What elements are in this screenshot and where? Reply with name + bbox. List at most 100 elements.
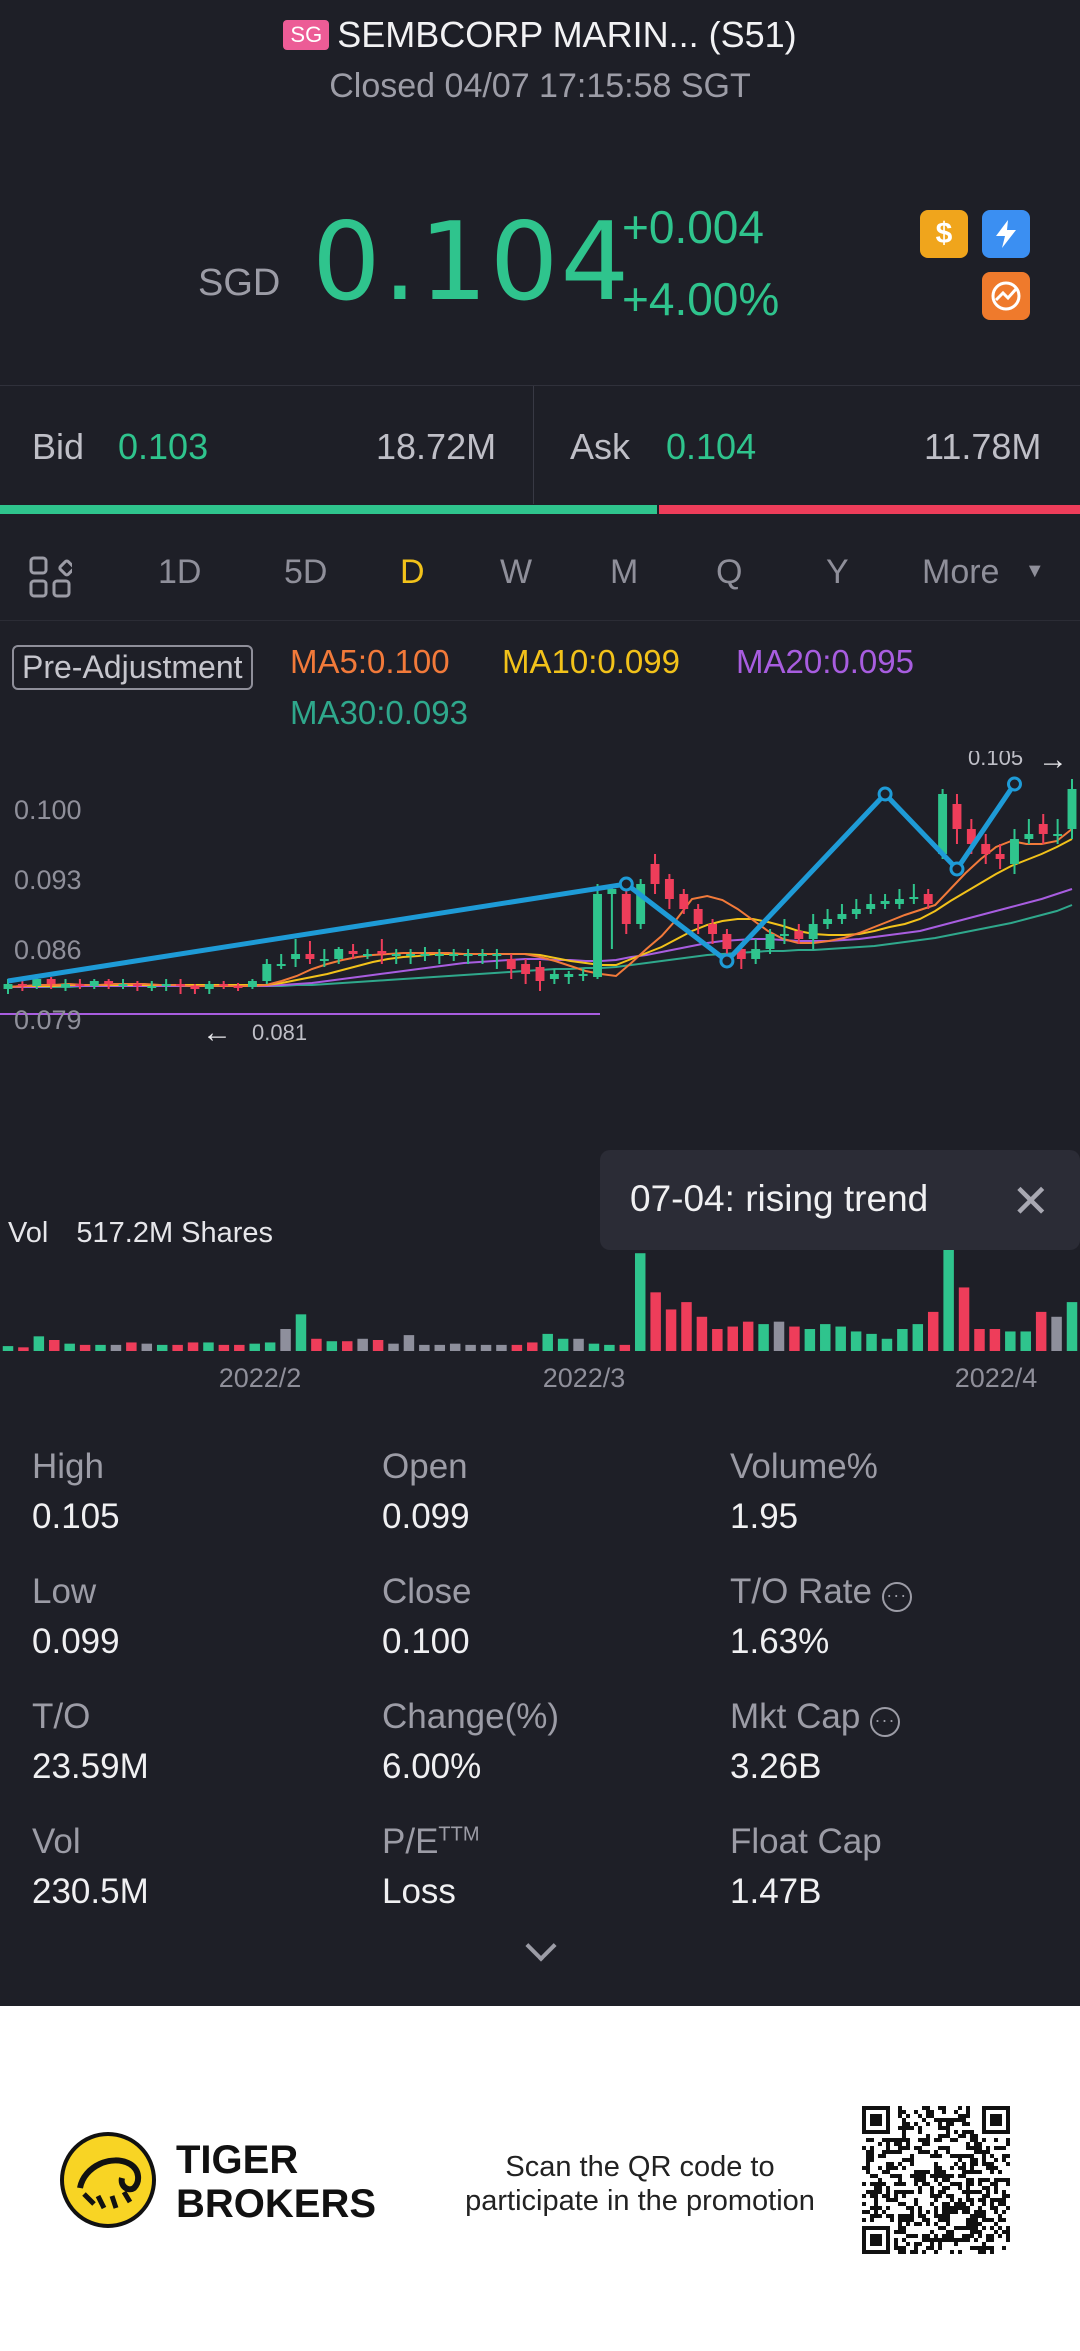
volume-bar (480, 1344, 492, 1351)
ma5-legend: MA5:0.100 (290, 643, 450, 680)
candle-body (17, 984, 27, 986)
stat-low: Low 0.099 (32, 1572, 120, 1662)
trend-pivot-point (877, 786, 893, 802)
candlestick-chart[interactable]: 0.107 0.100 0.093 0.086 0.079 0.105 → ← 0.081 202… (0, 751, 1080, 1531)
currency-label: SGD (198, 262, 281, 304)
stat-turnover-value: 23.59M (32, 1747, 149, 1786)
stat-vol-value: 230.5M (32, 1872, 149, 1911)
candle-body (176, 984, 185, 986)
ma30-legend: MA30:0.093 (290, 694, 468, 731)
volume-bar (850, 1331, 862, 1351)
volume-bar (989, 1329, 1001, 1351)
volume-bar (342, 1341, 353, 1351)
tab-m[interactable]: M (610, 553, 639, 591)
trend-pivot-point (618, 876, 634, 892)
candle-body (190, 986, 200, 989)
volume-bar (496, 1344, 507, 1351)
candle-body (305, 954, 315, 959)
volume-value: 517.2M Shares (76, 1217, 274, 1249)
candle-body (535, 967, 545, 981)
stat-open: Open 0.099 (382, 1447, 470, 1537)
candle-body (161, 984, 171, 986)
volume-bar (33, 1336, 45, 1351)
candle-body (132, 984, 142, 986)
y-tick-label: 0.093 (14, 865, 82, 895)
candle-body (837, 914, 847, 919)
candle-body (262, 964, 272, 981)
volume-bar (542, 1333, 553, 1351)
candle-body (1010, 839, 1019, 864)
candle-body (650, 864, 660, 884)
volume-bar (511, 1344, 523, 1351)
layout-grid-icon[interactable] (28, 555, 72, 599)
candle-body (708, 924, 717, 934)
volume-bar (172, 1344, 183, 1351)
stat-market-cap: Mkt Cap ··· 3.26B (730, 1697, 901, 1787)
trend-pivot-point (1006, 776, 1022, 792)
candle-body (32, 979, 42, 986)
ask-label: Ask (570, 426, 631, 467)
more-info-icon[interactable]: ··· (870, 1707, 901, 1737)
right-arrow-icon: → (1038, 751, 1068, 776)
volume-bar (372, 1340, 384, 1351)
stat-low-label: Low (32, 1572, 97, 1611)
tab-y[interactable]: Y (826, 553, 849, 591)
candle-body (607, 889, 617, 894)
more-info-icon[interactable]: ··· (881, 1582, 912, 1612)
stock-title[interactable]: SG SEMBCORP MARIN... (S51) (0, 14, 1080, 56)
bid-quantity: 18.72M (376, 426, 497, 467)
candle-body (722, 934, 732, 949)
market-status: Closed 04/07 17:15:58 SGT (329, 67, 751, 105)
price-change-percent: +4.00% (622, 273, 780, 325)
qr-code-icon[interactable] (862, 2106, 1010, 2254)
volume-bar (419, 1344, 430, 1351)
volume-bar (434, 1344, 446, 1351)
tab-d[interactable]: D (400, 553, 425, 591)
x-tick-label: 2022/4 (955, 1363, 1038, 1393)
period-tabs: 1D 5D D W M Q Y More ▼ (0, 535, 1080, 615)
ask-ratio-bar (658, 505, 1080, 514)
volume-bar (604, 1344, 615, 1351)
options-icon[interactable] (982, 272, 1030, 320)
candle-body (406, 954, 416, 956)
tab-w[interactable]: W (500, 553, 533, 591)
kline-chart-area[interactable]: Pre-Adjustment MA5:0.100 MA10:0.099 MA20… (0, 620, 1080, 1420)
candle-body (779, 934, 789, 936)
stock-name: SEMBCORP MARIN... (S51) (337, 14, 797, 55)
flash-icon[interactable] (982, 210, 1030, 258)
bid-label: Bid (32, 426, 85, 467)
volume-bar (650, 1292, 661, 1351)
tab-more[interactable]: More ▼ (922, 553, 1045, 592)
candle-body (521, 964, 531, 974)
tab-1d[interactable]: 1D (158, 553, 202, 591)
candle-body (420, 954, 430, 956)
ask-price: 0.104 (666, 426, 757, 467)
pattern-tooltip[interactable]: 07-04: rising trend ✕ (600, 1150, 1080, 1250)
volume-bar (295, 1314, 307, 1351)
candle-body (1024, 834, 1034, 839)
candle-body (75, 984, 85, 986)
stat-turnover-label: T/O (32, 1697, 91, 1736)
candle-body (1038, 824, 1048, 834)
market-badge: SG (283, 20, 330, 50)
volume-bar (264, 1342, 276, 1351)
stat-vol-label: Vol (32, 1822, 81, 1861)
brand-name-line1: TIGER (176, 2138, 299, 2182)
tab-q[interactable]: Q (716, 553, 743, 591)
high-marker-label: 0.105 (968, 751, 1023, 770)
volume-bar (727, 1326, 738, 1351)
volume-bar (866, 1333, 877, 1351)
candle-body (823, 919, 833, 924)
trend-pivot-point (719, 953, 735, 969)
volume-bar (943, 1241, 954, 1351)
candle-body (391, 954, 401, 956)
candle-body (564, 974, 574, 977)
left-arrow-icon: ← (202, 1016, 232, 1049)
dollar-icon[interactable]: $ (920, 210, 968, 258)
close-icon[interactable]: ✕ (1011, 1175, 1050, 1227)
volume-bar (665, 1309, 677, 1351)
tab-5d[interactable]: 5D (284, 553, 328, 591)
pre-adjustment-button[interactable]: Pre-Adjustment (12, 645, 253, 690)
candle-body (506, 959, 516, 969)
stat-turnover: T/O 23.59M (32, 1697, 149, 1787)
